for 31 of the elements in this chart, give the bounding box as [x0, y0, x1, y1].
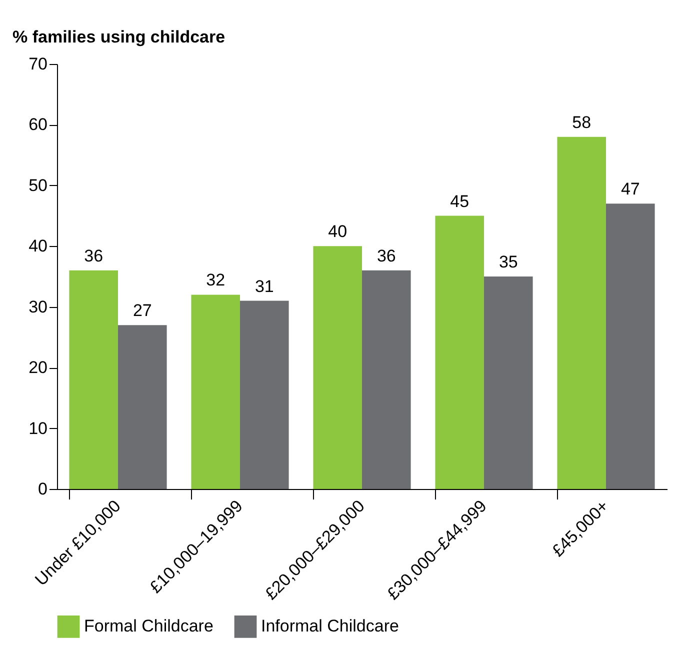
bar [362, 270, 411, 489]
y-tick-label: 10 [28, 418, 48, 438]
legend-label: Formal Childcare [84, 616, 214, 636]
bar [191, 294, 240, 489]
data-label: 40 [328, 222, 348, 242]
y-axis-title: % families using childcare [12, 28, 226, 46]
bar [118, 325, 167, 489]
data-label: 31 [254, 276, 274, 296]
bar [435, 216, 484, 489]
data-label: 36 [84, 246, 104, 266]
y-tick-label: 30 [28, 297, 48, 316]
data-label: 45 [450, 192, 470, 211]
data-label: 32 [206, 270, 226, 290]
data-label: 47 [620, 180, 640, 199]
y-tick-label: 50 [28, 176, 48, 195]
bar [240, 300, 289, 489]
bar [313, 246, 362, 489]
bar [606, 204, 655, 489]
bar [69, 270, 118, 489]
y-tick-label: 40 [28, 236, 48, 256]
y-tick-label: 20 [28, 358, 48, 378]
data-label: 36 [376, 246, 396, 266]
y-tick-label: 0 [38, 480, 48, 498]
y-tick-label: 60 [28, 115, 48, 134]
bar [484, 276, 533, 489]
legend-label: Informal Childcare [261, 616, 399, 636]
bar [557, 136, 606, 489]
data-label: 27 [132, 301, 152, 320]
data-label: 35 [498, 252, 518, 272]
data-label: 58 [572, 112, 592, 132]
y-tick-label: 70 [28, 54, 48, 74]
